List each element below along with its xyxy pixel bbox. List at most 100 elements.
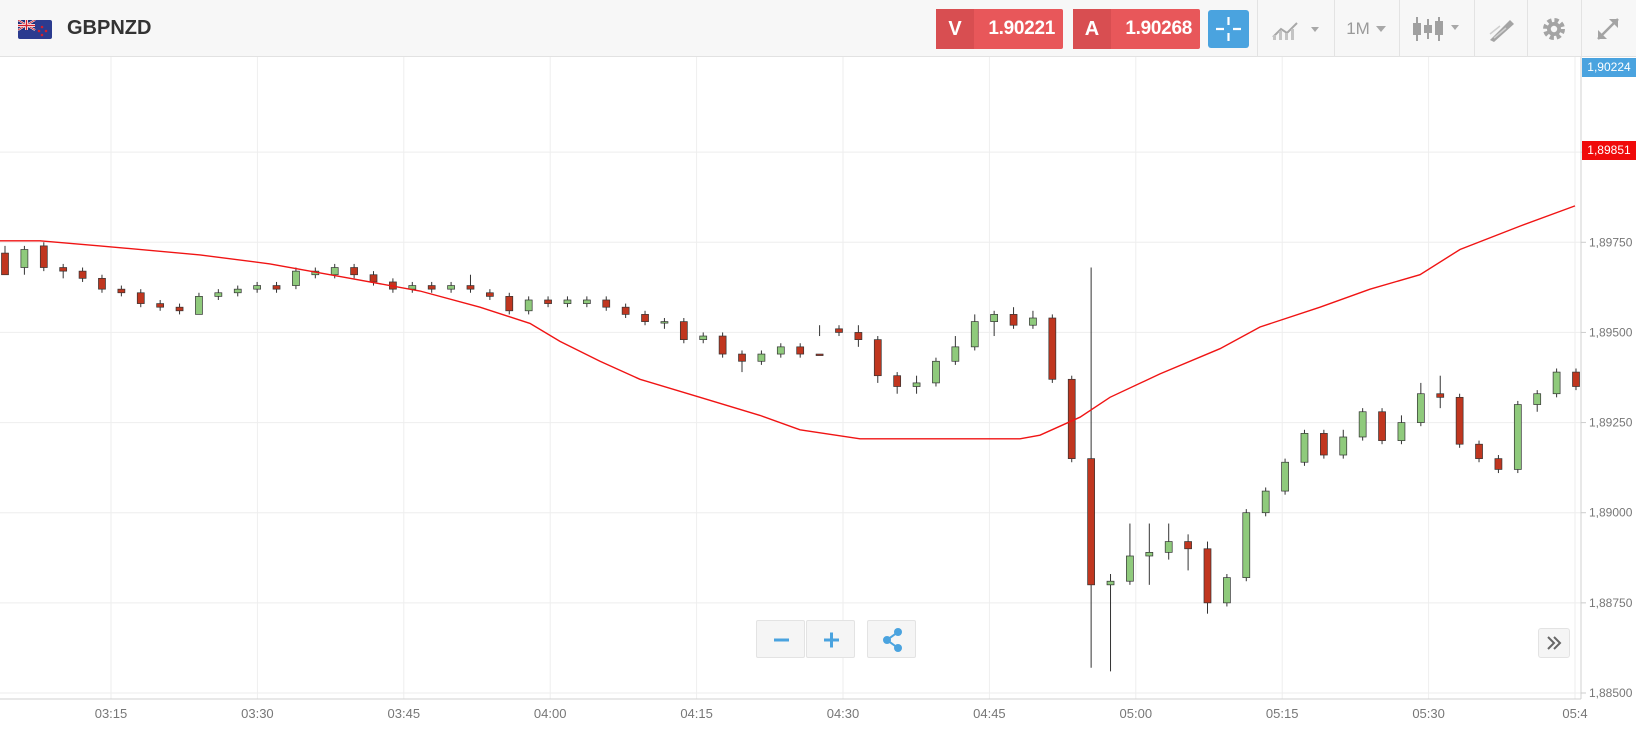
chart-type-icon	[1272, 21, 1319, 40]
price-tick-label: 1,88500	[1589, 686, 1633, 700]
timeframe-dropdown[interactable]: 1M	[1336, 0, 1398, 57]
last-price-badge: 1,90224	[1582, 58, 1636, 77]
candle-body	[59, 267, 68, 272]
candle-body	[1106, 580, 1115, 586]
zoom-in-button[interactable]	[806, 620, 855, 658]
candle-body	[20, 249, 29, 268]
bearish-candle	[1, 245, 9, 276]
bullish-candle	[1029, 310, 1037, 329]
candle-body	[1436, 393, 1445, 398]
candle-body	[195, 296, 203, 315]
time-tick-label: 05:00	[1120, 706, 1153, 721]
draw-tool-button[interactable]	[1476, 0, 1526, 57]
price-tick-label: 1,88750	[1589, 596, 1633, 610]
bearish-candle	[854, 325, 863, 347]
flag-icon	[18, 20, 52, 39]
bullish-candle	[1261, 487, 1270, 517]
candle-body	[679, 321, 688, 340]
share-button[interactable]	[867, 620, 916, 658]
candle-body	[990, 314, 998, 322]
price-tick-label: 1,89750	[1589, 235, 1633, 249]
candles	[1, 242, 1580, 672]
candle-body	[233, 288, 242, 294]
candle-body	[796, 346, 805, 355]
bearish-candle	[873, 336, 882, 383]
time-tick-label: 04:00	[534, 706, 567, 721]
bearish-candle	[1494, 455, 1503, 474]
candle-body	[78, 270, 87, 279]
toolbar-divider	[1257, 0, 1258, 57]
settings-button[interactable]	[1529, 0, 1579, 57]
toolbar-divider	[1527, 0, 1528, 57]
bullish-candle	[20, 245, 29, 275]
candle-body	[1164, 541, 1173, 553]
time-tick-label: 04:15	[680, 706, 713, 721]
candle-body	[1009, 314, 1018, 326]
chart-type-dropdown[interactable]	[1262, 0, 1332, 57]
candles-dropdown[interactable]	[1402, 0, 1472, 57]
candle-body	[486, 292, 494, 297]
candle-body	[136, 292, 145, 304]
bearish-candle	[39, 242, 48, 272]
candle-body	[544, 299, 552, 304]
minus-icon	[774, 638, 789, 642]
buy-price: 1.90268	[1125, 18, 1192, 39]
candle-body	[253, 285, 261, 290]
fullscreen-button[interactable]	[1583, 0, 1633, 57]
buy-price-button[interactable]: A 1.90268	[1073, 9, 1200, 49]
crosshair-icon	[1216, 17, 1241, 41]
candle-body	[272, 285, 281, 290]
double-chevron-right-icon	[1547, 636, 1562, 650]
bullish-candle	[1513, 400, 1522, 474]
time-tick-label: 03:15	[95, 706, 128, 721]
candle-body	[447, 285, 455, 290]
bearish-candle	[136, 289, 145, 308]
candle-body	[1203, 548, 1212, 604]
candle-body	[427, 285, 436, 290]
buy-label: A	[1073, 9, 1111, 49]
bearish-candle	[486, 289, 494, 300]
bearish-candle	[718, 332, 727, 358]
candle-body	[369, 274, 378, 283]
time-tick-label: 04:45	[973, 706, 1006, 721]
time-tick-label: 03:45	[388, 706, 421, 721]
bullish-candle	[1533, 390, 1542, 412]
candle-body	[1145, 552, 1154, 557]
bearish-candle	[1320, 429, 1328, 459]
sell-price-button[interactable]: V 1.90221	[936, 9, 1063, 49]
moving-average-line	[0, 205, 1576, 440]
candle-body	[912, 382, 921, 387]
chevron-down-icon	[1375, 25, 1386, 32]
crosshair-button[interactable]	[1208, 10, 1249, 48]
candle-body	[117, 288, 126, 294]
bullish-candle	[1126, 523, 1134, 585]
candle-body	[641, 314, 649, 322]
candle-body	[660, 321, 669, 324]
candle-body	[1513, 404, 1522, 470]
price-chart[interactable]: 1,88500 1,88750 1,89000 1,89250 1,89500 1,897…	[0, 57, 1636, 737]
gear-icon	[1543, 17, 1565, 40]
candle-body	[1494, 458, 1503, 470]
zoom-out-button[interactable]	[756, 620, 805, 658]
bearish-candle	[893, 372, 902, 394]
time-tick-label: 04:30	[827, 706, 860, 721]
price-tick-label: 1,89250	[1589, 416, 1633, 430]
bullish-candle	[195, 292, 203, 315]
bullish-candle	[253, 281, 261, 293]
bullish-candle	[1242, 509, 1251, 582]
scroll-to-latest-button[interactable]	[1538, 628, 1570, 658]
candle-body	[738, 353, 746, 362]
bearish-candle	[815, 325, 824, 356]
candle-body	[1029, 317, 1037, 326]
bearish-candle	[1436, 375, 1445, 409]
bearish-candle	[1475, 440, 1483, 463]
bullish-candle	[214, 289, 223, 300]
bearish-candle	[1067, 375, 1076, 463]
bullish-candle	[990, 310, 998, 337]
bearish-candle	[117, 285, 126, 297]
candle-body	[1184, 541, 1192, 550]
bearish-candle	[679, 318, 688, 344]
bearish-candle	[602, 296, 611, 311]
sell-label: V	[936, 9, 974, 49]
bearish-candle	[835, 325, 843, 337]
